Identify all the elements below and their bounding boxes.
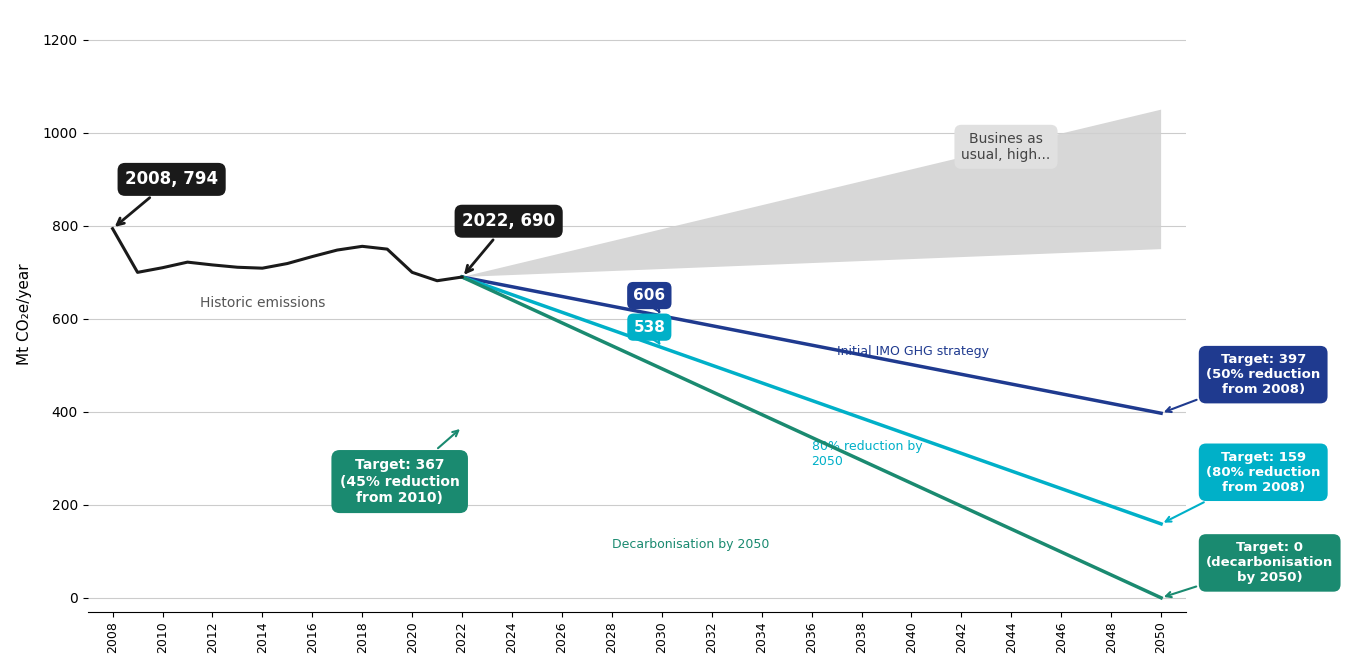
Text: Target: 367
(45% reduction
from 2010): Target: 367 (45% reduction from 2010) [340,431,460,505]
Text: 2022, 690: 2022, 690 [463,212,556,273]
Text: Target: 397
(50% reduction
from 2008): Target: 397 (50% reduction from 2008) [1166,353,1321,412]
Text: 80% reduction by
2050: 80% reduction by 2050 [812,440,923,468]
Text: 2008, 794: 2008, 794 [117,170,219,225]
Polygon shape [463,110,1161,277]
Text: Busines as
usual, high...: Busines as usual, high... [962,132,1051,162]
Text: Initial IMO GHG strategy: Initial IMO GHG strategy [836,345,989,358]
Text: 538: 538 [634,320,665,344]
Text: Target: 0
(decarbonisation
by 2050): Target: 0 (decarbonisation by 2050) [1166,541,1333,597]
Text: Historic emissions: Historic emissions [200,295,325,310]
Text: Decarbonisation by 2050: Decarbonisation by 2050 [612,538,769,551]
Text: Target: 159
(80% reduction
from 2008): Target: 159 (80% reduction from 2008) [1166,451,1321,521]
Text: 606: 606 [633,288,665,312]
Y-axis label: Mt CO₂e/year: Mt CO₂e/year [16,263,31,365]
